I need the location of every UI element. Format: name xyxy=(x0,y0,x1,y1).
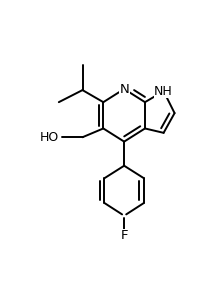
Text: NH: NH xyxy=(154,85,173,98)
Text: F: F xyxy=(120,230,128,242)
Text: N: N xyxy=(119,83,129,95)
Text: HO: HO xyxy=(40,131,59,144)
